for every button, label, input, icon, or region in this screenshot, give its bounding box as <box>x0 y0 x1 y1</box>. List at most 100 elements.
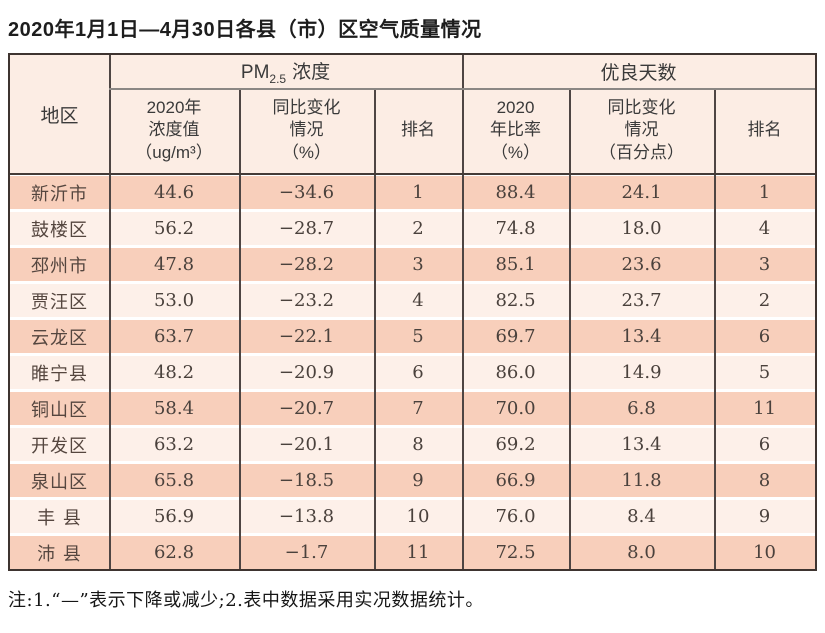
pm-change-cell: −23.2 <box>239 281 374 317</box>
header-pm-value: 2020年 浓度值 （ug/m³） <box>109 88 239 173</box>
pm-rank-cell: 4 <box>374 281 462 317</box>
table-row: 丰 县 56.9 −13.8 10 76.0 8.4 9 <box>10 497 816 533</box>
good-change-cell: 8.4 <box>569 497 714 533</box>
good-change-cell: 24.1 <box>569 173 714 209</box>
pm-value-cell: 44.6 <box>109 173 239 209</box>
pm-rank-cell: 8 <box>374 425 462 461</box>
table-row: 贾汪区 53.0 −23.2 4 82.5 23.7 2 <box>10 281 816 317</box>
good-change-cell: 14.9 <box>569 353 714 389</box>
good-rate-cell: 86.0 <box>462 353 569 389</box>
page: 2020年1月1日—4月30日各县（市）区空气质量情况 地区 PM2.5 浓度 优… <box>0 13 825 612</box>
good-rank-cell: 11 <box>714 389 816 425</box>
pm-value-cell: 65.8 <box>109 461 239 497</box>
good-rank-cell: 5 <box>714 353 816 389</box>
air-quality-table: 地区 PM2.5 浓度 优良天数 2020年 浓度值 （ug/m³） 同比变化 情… <box>8 53 817 571</box>
pm-value-cell: 63.7 <box>109 317 239 353</box>
column-divider <box>374 88 376 569</box>
header-group-row: 地区 PM2.5 浓度 优良天数 <box>10 55 816 173</box>
header-sub-row: 2020年 浓度值 （ug/m³） 同比变化 情况 （%） 排名 2020 年比… <box>10 88 816 173</box>
good-rate-cell: 72.5 <box>462 533 569 569</box>
good-rate-cell: 69.2 <box>462 425 569 461</box>
pm-rank-cell: 3 <box>374 245 462 281</box>
good-change-cell: 11.8 <box>569 461 714 497</box>
good-rank-cell: 1 <box>714 173 816 209</box>
region-cell: 丰 县 <box>10 497 109 533</box>
good-change-cell: 18.0 <box>569 209 714 245</box>
pm-value-cell: 58.4 <box>109 389 239 425</box>
header-body-divider <box>10 173 815 175</box>
pm-value-cell: 53.0 <box>109 281 239 317</box>
header-good-rate: 2020 年比率 （%） <box>462 88 569 173</box>
pm-rank-cell: 6 <box>374 353 462 389</box>
good-rate-cell: 66.9 <box>462 461 569 497</box>
group-divider <box>462 55 464 569</box>
table-row: 泉山区 65.8 −18.5 9 66.9 11.8 8 <box>10 461 816 497</box>
header-good-rank: 排名 <box>714 88 816 173</box>
pm-change-cell: −34.6 <box>239 173 374 209</box>
pm-change-cell: −1.7 <box>239 533 374 569</box>
pm-value-cell: 56.2 <box>109 209 239 245</box>
table-row: 邳州市 47.8 −28.2 3 85.1 23.6 3 <box>10 245 816 281</box>
column-divider <box>569 88 571 569</box>
good-rate-cell: 74.8 <box>462 209 569 245</box>
pm-value-cell: 56.9 <box>109 497 239 533</box>
pm-change-cell: −20.9 <box>239 353 374 389</box>
pm-subscript: 2.5 <box>269 71 287 86</box>
page-title: 2020年1月1日—4月30日各县（市）区空气质量情况 <box>8 19 482 41</box>
good-rank-cell: 6 <box>714 425 816 461</box>
pm-value-cell: 63.2 <box>109 425 239 461</box>
table-row: 沛 县 62.8 −1.7 11 72.5 8.0 10 <box>10 533 816 569</box>
good-rank-cell: 2 <box>714 281 816 317</box>
table-row: 新沂市 44.6 −34.6 1 88.4 24.1 1 <box>10 173 816 209</box>
pm-change-cell: −28.2 <box>239 245 374 281</box>
pm-group-suffix: 浓度 <box>292 62 331 84</box>
table-row: 云龙区 63.7 −22.1 5 69.7 13.4 6 <box>10 317 816 353</box>
pm-value-cell: 48.2 <box>109 353 239 389</box>
header-region: 地区 <box>10 55 109 173</box>
good-change-cell: 13.4 <box>569 317 714 353</box>
column-divider <box>239 88 241 569</box>
region-cell: 新沂市 <box>10 173 109 209</box>
region-cell: 泉山区 <box>10 461 109 497</box>
good-rate-cell: 70.0 <box>462 389 569 425</box>
good-change-cell: 13.4 <box>569 425 714 461</box>
region-cell: 贾汪区 <box>10 281 109 317</box>
pm-rank-cell: 11 <box>374 533 462 569</box>
pm-rank-cell: 1 <box>374 173 462 209</box>
region-cell: 鼓楼区 <box>10 209 109 245</box>
region-cell: 邳州市 <box>10 245 109 281</box>
good-rank-cell: 6 <box>714 317 816 353</box>
data-table: 地区 PM2.5 浓度 优良天数 2020年 浓度值 （ug/m³） 同比变化 情… <box>10 55 816 569</box>
region-cell: 睢宁县 <box>10 353 109 389</box>
pm-rank-cell: 7 <box>374 389 462 425</box>
pm-value-cell: 47.8 <box>109 245 239 281</box>
pm-value-cell: 62.8 <box>109 533 239 569</box>
table-row: 铜山区 58.4 −20.7 7 70.0 6.8 11 <box>10 389 816 425</box>
good-rank-cell: 9 <box>714 497 816 533</box>
pm-group-label: PM <box>240 62 270 84</box>
good-rate-cell: 69.7 <box>462 317 569 353</box>
good-rank-cell: 10 <box>714 533 816 569</box>
pm-change-cell: −22.1 <box>239 317 374 353</box>
region-cell: 云龙区 <box>10 317 109 353</box>
region-cell: 开发区 <box>10 425 109 461</box>
header-good-days-group: 优良天数 <box>462 55 816 88</box>
pm-change-cell: −20.7 <box>239 389 374 425</box>
header-good-change: 同比变化 情况 （百分点） <box>569 88 714 173</box>
table-row: 鼓楼区 56.2 −28.7 2 74.8 18.0 4 <box>10 209 816 245</box>
pm-change-cell: −18.5 <box>239 461 374 497</box>
column-divider <box>109 55 111 569</box>
good-change-cell: 6.8 <box>569 389 714 425</box>
region-cell: 沛 县 <box>10 533 109 569</box>
table-row: 睢宁县 48.2 −20.9 6 86.0 14.9 5 <box>10 353 816 389</box>
good-rank-cell: 8 <box>714 461 816 497</box>
footnote: 注:1.“—”表示下降或减少;2.表中数据采用实况数据统计。 <box>8 590 484 611</box>
table-row: 开发区 63.2 −20.1 8 69.2 13.4 6 <box>10 425 816 461</box>
pm-rank-cell: 9 <box>374 461 462 497</box>
pm-change-cell: −28.7 <box>239 209 374 245</box>
pm-change-cell: −13.8 <box>239 497 374 533</box>
good-rank-cell: 4 <box>714 209 816 245</box>
good-change-cell: 23.6 <box>569 245 714 281</box>
good-rank-cell: 3 <box>714 245 816 281</box>
table-body: 新沂市 44.6 −34.6 1 88.4 24.1 1 鼓楼区 56.2 −2… <box>10 173 816 569</box>
